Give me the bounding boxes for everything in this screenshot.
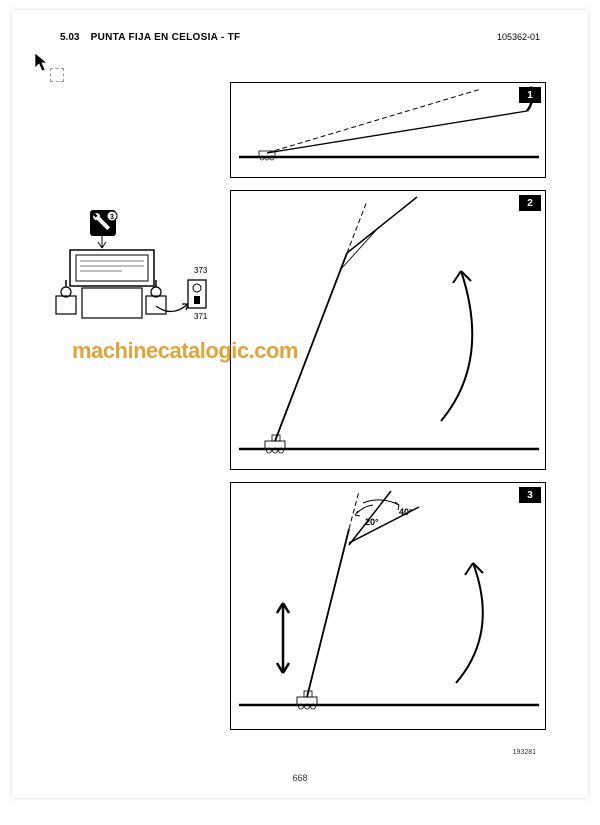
document-code: 105362-01 [497, 32, 540, 43]
section-title: PUNTA FIJA EN CELOSIA - TF [91, 32, 241, 43]
diagram-panel-2: 2 [230, 190, 546, 470]
panel-2-svg [231, 191, 547, 471]
page-number: 668 [12, 773, 588, 783]
document-page: 5.03 PUNTA FIJA EN CELOSIA - TF 105362-0… [12, 10, 588, 798]
control-unit-svg: 3 [52, 208, 212, 348]
angle-20-label: 20° [365, 517, 379, 527]
panel-1-badge: 1 [519, 87, 541, 103]
callout-371: 371 [194, 312, 207, 321]
control-unit-diagram: 3 373 371 [52, 208, 202, 353]
page-header: 5.03 PUNTA FIJA EN CELOSIA - TF 105362-0… [60, 32, 540, 43]
callout-373: 373 [194, 266, 207, 275]
panel-3-badge: 3 [519, 487, 541, 503]
panel-3-svg: 20° 40° [231, 483, 547, 731]
diagram-panel-1: 1 [230, 82, 546, 178]
selection-placeholder [50, 68, 64, 82]
header-left: 5.03 PUNTA FIJA EN CELOSIA - TF [60, 32, 240, 43]
panel-1-svg [231, 83, 547, 179]
angle-40-label: 40° [399, 507, 413, 517]
figure-reference: 193281 [513, 749, 536, 756]
svg-text:3: 3 [110, 214, 114, 221]
section-number: 5.03 [60, 32, 79, 43]
watermark-text: machinecatalogic.com [72, 338, 298, 364]
panel-2-badge: 2 [519, 195, 541, 211]
diagram-panel-3: 3 20° [230, 482, 546, 730]
